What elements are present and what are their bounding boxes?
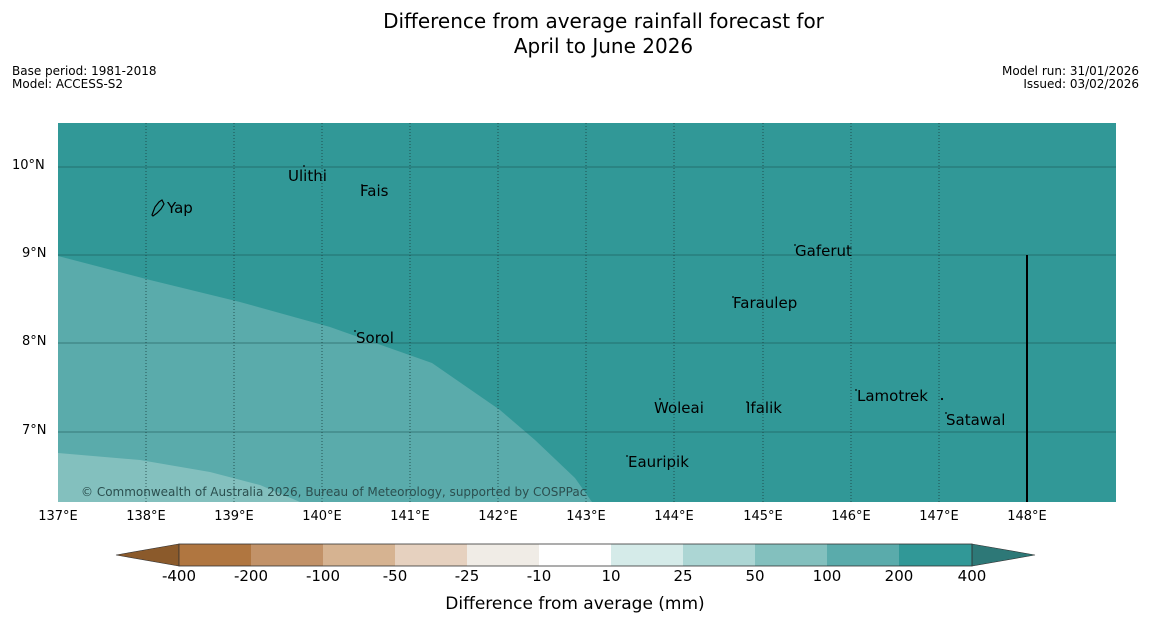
place-label-ulithi: Ulithi xyxy=(288,167,327,185)
meridian-lines xyxy=(145,123,940,502)
colorbar-seg-1 xyxy=(179,544,251,566)
place-label-faraulep: Faraulep xyxy=(733,294,797,312)
anomaly-50-100 xyxy=(58,453,300,502)
meta-left: Base period: 1981-2018 Model: ACCESS-S2 xyxy=(12,65,157,91)
lon-label-140e: 140°E xyxy=(302,509,342,524)
colorbar-extend-low xyxy=(115,543,180,567)
colorbar-tick-label: -100 xyxy=(305,567,341,585)
colorbar-tick-label: -400 xyxy=(161,567,197,585)
colorbar-seg-3 xyxy=(323,544,395,566)
colorbar-tick-label: 10 xyxy=(601,567,621,585)
colorbar-seg-4 xyxy=(395,544,467,566)
colorbar-seg-8 xyxy=(683,544,755,566)
anomaly-100-200 xyxy=(58,256,592,502)
colorbar-tick-label: 50 xyxy=(745,567,765,585)
colorbar-tick-label: -10 xyxy=(526,567,552,585)
lon-label-147e: 147°E xyxy=(919,509,959,524)
lon-label-144e: 144°E xyxy=(654,509,694,524)
model-run: Model run: 31/01/2026 xyxy=(1001,64,1139,78)
colorbar-tick-label: -200 xyxy=(233,567,269,585)
place-label-eauripik: Eauripik xyxy=(628,453,689,471)
base-period: Base period: 1981-2018 xyxy=(12,64,157,78)
colorbar-tick-label: -25 xyxy=(454,567,480,585)
lon-label-141e: 141°E xyxy=(390,509,430,524)
colorbar-tick-label: 100 xyxy=(812,567,842,585)
yap-island-shape xyxy=(151,199,165,217)
lon-label-145e: 145°E xyxy=(743,509,783,524)
lon-label-146e: 146°E xyxy=(831,509,871,524)
title-line-1: Difference from average rainfall forecas… xyxy=(383,9,824,33)
place-label-ifalik: Ifalik xyxy=(746,399,782,417)
place-label-sorol: Sorol xyxy=(356,329,394,347)
colorbar-seg-2 xyxy=(251,544,323,566)
colorbar-tick-label: 200 xyxy=(884,567,914,585)
island-dots xyxy=(303,165,947,457)
colorbar-tick-label: -50 xyxy=(382,567,408,585)
meta-right: Model run: 31/01/2026 Issued: 03/02/2026 xyxy=(1002,65,1139,91)
lon-label-137e: 137°E xyxy=(38,509,78,524)
colorbar-seg-10 xyxy=(827,544,899,566)
lon-label-139e: 139°E xyxy=(214,509,254,524)
colorbar-tick-label: 25 xyxy=(673,567,693,585)
lon-label-143e: 143°E xyxy=(566,509,606,524)
title-line-2: April to June 2026 xyxy=(513,34,694,58)
colorbar-seg-9 xyxy=(755,544,827,566)
lat-label-9n: 9°N xyxy=(22,246,47,261)
map-area: Ulithi Fais Yap Gaferut Faraulep Sorol L… xyxy=(58,123,1116,502)
colorbar-title: Difference from average (mm) xyxy=(445,594,705,614)
lon-label-138e: 138°E xyxy=(126,509,166,524)
place-labels: Ulithi Fais Yap Gaferut Faraulep Sorol L… xyxy=(166,167,1005,471)
place-label-lamotrek: Lamotrek xyxy=(857,387,928,405)
place-label-yap: Yap xyxy=(166,199,193,217)
map-title: Difference from average rainfall forecas… xyxy=(0,9,1150,59)
issued-date: Issued: 03/02/2026 xyxy=(1023,77,1139,91)
colorbar-extend-high xyxy=(971,543,1036,567)
place-label-satawal: Satawal xyxy=(946,411,1005,429)
place-label-fais: Fais xyxy=(360,182,389,200)
copyright-notice: © Commonwealth of Australia 2026, Bureau… xyxy=(81,485,586,499)
lon-label-148e: 148°E xyxy=(1007,509,1047,524)
place-label-woleai: Woleai xyxy=(654,399,704,417)
colorbar-seg-6 xyxy=(539,544,611,566)
place-label-gaferut: Gaferut xyxy=(795,242,852,260)
lat-label-10n: 10°N xyxy=(12,158,45,173)
colorbar-seg-11 xyxy=(899,544,972,566)
lat-label-7n: 7°N xyxy=(22,423,47,438)
lat-label-8n: 8°N xyxy=(22,334,47,349)
colorbar-seg-5 xyxy=(467,544,539,566)
colorbar-tick-label: 400 xyxy=(957,567,987,585)
colorbar xyxy=(115,543,1036,567)
lon-label-142e: 142°E xyxy=(478,509,518,524)
colorbar-outline xyxy=(178,543,973,567)
model-name: Model: ACCESS-S2 xyxy=(12,77,124,91)
colorbar-seg-7 xyxy=(611,544,683,566)
